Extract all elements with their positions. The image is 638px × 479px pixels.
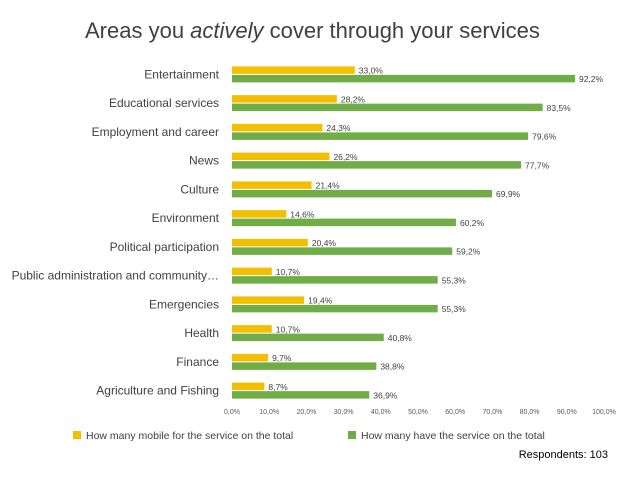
category-label: Public administration and community… bbox=[12, 269, 219, 283]
bar-mobile bbox=[232, 325, 272, 333]
bar-have bbox=[232, 161, 522, 169]
legend-swatch-have bbox=[348, 431, 356, 439]
legend-label-have: How many have the service on the total bbox=[361, 430, 545, 442]
bar-mobile bbox=[232, 353, 269, 362]
data-label-mobile: 20,4% bbox=[312, 238, 337, 248]
data-label-have: 77,7% bbox=[525, 160, 550, 170]
x-tick-label: 90,0% bbox=[557, 409, 577, 416]
legend-item-have: How many have the service on the total bbox=[348, 430, 545, 442]
chart-title: Areas you actively cover through your se… bbox=[85, 18, 540, 44]
bar-have bbox=[232, 362, 377, 370]
category-label: Entertainment bbox=[144, 67, 219, 81]
bar-have bbox=[232, 103, 543, 112]
data-label-mobile: 19,4% bbox=[308, 296, 333, 306]
bar-mobile bbox=[232, 382, 265, 391]
respondents-note: Respondents: 103 bbox=[518, 449, 608, 461]
category-label: Environment bbox=[152, 211, 220, 225]
x-tick-label: 30,0% bbox=[334, 409, 354, 416]
chart-title-emphasis: actively bbox=[190, 18, 264, 43]
bar-mobile bbox=[232, 95, 337, 103]
legend-item-mobile: How many mobile for the service on the t… bbox=[73, 430, 293, 442]
bar-mobile bbox=[232, 238, 308, 247]
data-label-mobile: 21,4% bbox=[316, 181, 341, 191]
data-label-have: 38,8% bbox=[380, 362, 405, 372]
data-label-have: 55,3% bbox=[442, 304, 467, 314]
category-label: Culture bbox=[180, 182, 219, 196]
data-label-mobile: 10,7% bbox=[276, 324, 301, 334]
data-label-have: 55,3% bbox=[442, 275, 467, 285]
data-label-mobile: 10,7% bbox=[276, 267, 301, 277]
x-tick-label: 0,0% bbox=[224, 409, 240, 416]
bar-have bbox=[232, 74, 575, 83]
bar-mobile bbox=[232, 123, 323, 132]
bar-have bbox=[232, 218, 456, 227]
legend-label-mobile: How many mobile for the service on the t… bbox=[86, 430, 294, 442]
bar-have bbox=[232, 391, 370, 399]
category-label: Agriculture and Fishing bbox=[96, 384, 219, 398]
bar-mobile bbox=[232, 210, 287, 218]
category-label: Employment and career bbox=[92, 125, 219, 139]
bar-have bbox=[232, 189, 493, 198]
legend-swatch-mobile bbox=[73, 431, 81, 439]
bar-mobile bbox=[232, 296, 305, 304]
data-label-have: 59,2% bbox=[456, 247, 481, 257]
category-label: Emergencies bbox=[149, 297, 219, 311]
category-label: Finance bbox=[176, 355, 219, 369]
x-tick-label: 50,0% bbox=[408, 409, 428, 416]
data-label-mobile: 33,0% bbox=[359, 66, 384, 76]
chart-title-prefix: Areas you bbox=[85, 18, 191, 43]
data-label-have: 69,9% bbox=[496, 189, 521, 199]
x-tick-label: 10,0% bbox=[259, 409, 279, 416]
data-label-mobile: 28,2% bbox=[341, 94, 366, 104]
data-label-have: 36,9% bbox=[373, 390, 398, 400]
bar-have bbox=[232, 132, 529, 140]
category-label: Educational services bbox=[109, 96, 219, 110]
x-tick-label: 100,0% bbox=[592, 409, 616, 416]
category-label: Health bbox=[184, 326, 219, 340]
data-label-have: 92,2% bbox=[579, 74, 604, 84]
data-label-mobile: 26,2% bbox=[333, 152, 358, 162]
x-tick-label: 70,0% bbox=[482, 409, 502, 416]
category-label: News bbox=[189, 154, 219, 168]
bar-have bbox=[232, 247, 453, 255]
data-label-have: 60,2% bbox=[460, 218, 485, 228]
bar-mobile bbox=[232, 152, 330, 161]
x-tick-label: 60,0% bbox=[445, 409, 465, 416]
data-label-mobile: 24,3% bbox=[326, 123, 351, 133]
bar-have bbox=[232, 276, 438, 284]
chart-title-suffix: cover through your services bbox=[263, 18, 540, 43]
bar-have bbox=[232, 333, 384, 342]
category-label: Political participation bbox=[110, 240, 219, 254]
data-label-mobile: 9,7% bbox=[272, 353, 292, 363]
data-label-mobile: 14,6% bbox=[290, 209, 315, 219]
data-label-have: 40,8% bbox=[388, 333, 413, 343]
data-label-have: 83,5% bbox=[547, 103, 572, 113]
x-tick-label: 20,0% bbox=[296, 409, 316, 416]
x-tick-label: 80,0% bbox=[520, 409, 540, 416]
bar-mobile bbox=[232, 66, 355, 74]
bar-mobile bbox=[232, 267, 272, 276]
bar-have bbox=[232, 304, 438, 313]
data-label-have: 79,6% bbox=[532, 132, 557, 142]
data-label-mobile: 8,7% bbox=[268, 382, 288, 392]
x-tick-label: 40,0% bbox=[371, 409, 391, 416]
bar-mobile bbox=[232, 181, 312, 189]
